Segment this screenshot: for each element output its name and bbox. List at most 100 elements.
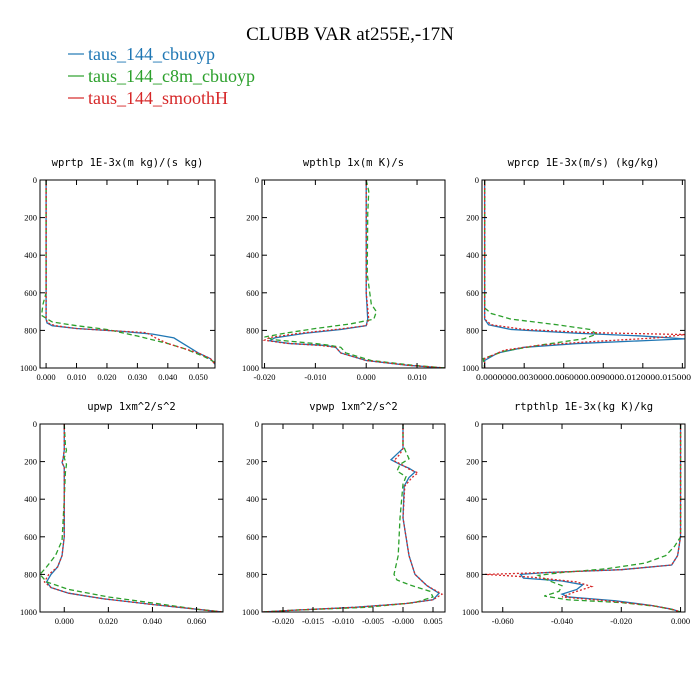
series-line-taus-144-smoothh	[262, 424, 444, 612]
panel-wprtp: wprtp 1E-3x(m kg)/(s kg) 0 200 400 600 800 100…	[20, 157, 216, 382]
x-tick-label: -0.010	[332, 616, 354, 626]
series-line-taus-144-cbuoyp	[45, 424, 223, 612]
y-tick-label: 800	[246, 569, 259, 579]
panel-rtpthlp: rtpthlp 1E-3x(kg K)/kg 0 200 400 600 800 1000 -…	[462, 401, 690, 626]
y-tick-label: 400	[24, 250, 37, 260]
plot-frame	[39, 179, 216, 369]
y-tick-label: 1000	[462, 363, 479, 373]
series-line-taus-144-c8m-cbuoyp	[264, 180, 445, 368]
y-tick-label: 400	[466, 494, 479, 504]
y-tick-label: 600	[246, 288, 259, 298]
panel-upwp: upwp 1xm^2/s^2 0 200 400 600 800 1000 0.000 0.02…	[20, 401, 224, 626]
legend-label: taus_144_cbuoyp	[88, 44, 215, 64]
x-tick-label: -0.020	[272, 616, 294, 626]
series-line-taus-144-cbuoyp	[262, 424, 441, 612]
plot-frame	[261, 423, 446, 613]
series-line-taus-144-cbuoyp	[483, 180, 685, 368]
y-tick-label: 0	[475, 175, 479, 185]
y-tick-label: 200	[246, 457, 259, 467]
x-tick-label: 0.010	[67, 372, 86, 382]
x-tick-label: 0.040	[158, 372, 177, 382]
y-tick-label: 200	[466, 457, 479, 467]
y-tick-label: 200	[246, 213, 259, 223]
x-tick-label: 0.020	[99, 616, 118, 626]
y-tick-label: 200	[466, 213, 479, 223]
series-line-taus-144-c8m-cbuoyp	[40, 180, 215, 363]
y-tick-label: 200	[24, 457, 37, 467]
x-tick-label: 0.000	[55, 616, 74, 626]
plot-frame	[481, 423, 686, 613]
series-line-taus-144-smoothh	[484, 424, 682, 612]
y-tick-label: 1000	[242, 607, 259, 617]
y-tick-label: 0	[255, 419, 259, 429]
y-tick-label: 0	[475, 419, 479, 429]
series-line-taus-144-smoothh	[43, 424, 223, 612]
x-tick-label: 0.000	[671, 616, 690, 626]
x-tick-label: 0.060	[187, 616, 206, 626]
x-tick-label: 0.020	[97, 372, 116, 382]
y-tick-label: 1000	[462, 607, 479, 617]
y-tick-label: 800	[466, 325, 479, 335]
y-tick-label: 0	[33, 175, 37, 185]
x-tick-label: 0.010	[407, 372, 426, 382]
legend-item-cbuoyp: taus_144_cbuoyp	[68, 44, 215, 64]
y-tick-label: 1000	[20, 607, 37, 617]
y-tick-label: 600	[246, 532, 259, 542]
y-tick-label: 400	[246, 494, 259, 504]
y-tick-label: 400	[466, 250, 479, 260]
y-tick-label: 600	[24, 532, 37, 542]
legend-item-c8m-cbuoyp: taus_144_c8m_cbuoyp	[68, 66, 255, 86]
series-line-taus-144-c8m-cbuoyp	[40, 424, 223, 612]
series-line-taus-144-cbuoyp	[267, 180, 445, 368]
series-line-taus-144-c8m-cbuoyp	[482, 180, 599, 368]
figure-title: CLUBB VAR at255E,-17N	[246, 24, 454, 45]
panel-wpthlp: wpthlp 1x(m K)/s 0 200 400 600 800 1000-0.020 -…	[242, 157, 446, 382]
x-tick-label: -0.005	[362, 616, 384, 626]
panel-title: rtpthlp 1E-3x(kg K)/kg	[514, 401, 653, 413]
series-line-taus-144-smoothh	[262, 180, 445, 368]
x-tick-label: 0.040	[143, 616, 162, 626]
plot-frame	[481, 179, 686, 369]
y-tick-label: 800	[246, 325, 259, 335]
series-line-taus-144-c8m-cbuoyp	[536, 424, 682, 612]
y-tick-label: 400	[24, 494, 37, 504]
y-tick-label: 1000	[242, 363, 259, 373]
plot-frame	[261, 179, 446, 369]
y-tick-label: 400	[246, 250, 259, 260]
x-tick-label: 0.050	[189, 372, 208, 382]
panel-title: upwp 1xm^2/s^2	[87, 401, 176, 413]
x-tick-label: -0.040	[551, 616, 573, 626]
x-tick-label: -0.020	[610, 616, 632, 626]
panel-wprcp: wprcp 1E-3x(m/s) (kg/kg) 0 200 400 600 800 100…	[462, 157, 691, 382]
y-tick-label: 800	[24, 569, 37, 579]
x-tick-label: -0.010	[304, 372, 326, 382]
legend-label: taus_144_c8m_cbuoyp	[88, 66, 255, 86]
panel-title: wprcp 1E-3x(m/s) (kg/kg)	[508, 157, 660, 169]
x-tick-label: 0.005	[423, 616, 442, 626]
x-tick-label: 0.030	[128, 372, 147, 382]
panel-title: wprtp 1E-3x(m kg)/(s kg)	[52, 157, 204, 169]
series-line-taus-144-smoothh	[45, 180, 215, 365]
x-tick-label: -0.000	[392, 616, 414, 626]
series-line-taus-144-c8m-cbuoyp	[262, 424, 434, 612]
panel-vpwp: vpwp 1xm^2/s^2 0 200 400 600 800 1000 -0.020 -0.…	[242, 401, 446, 626]
series-line-taus-144-cbuoyp	[45, 180, 215, 365]
panel-title: wpthlp 1x(m K)/s	[303, 157, 404, 169]
x-tick-label: 0.000	[37, 372, 56, 382]
y-tick-label: 0	[255, 175, 259, 185]
x-tick-label: -0.020	[254, 372, 276, 382]
x-tick-labels-concatenated: 0.0000000.0030000.0060000.0090000.012000…	[476, 372, 691, 382]
legend-item-smoothh: taus_144_smoothH	[68, 88, 228, 108]
y-tick-label: 600	[466, 532, 479, 542]
series-line-taus-144-smoothh	[483, 180, 685, 368]
legend-label: taus_144_smoothH	[88, 88, 228, 108]
y-tick-label: 1000	[20, 363, 37, 373]
y-tick-label: 200	[24, 213, 37, 223]
series-line-taus-144-cbuoyp	[519, 424, 682, 612]
y-tick-label: 800	[466, 569, 479, 579]
y-tick-label: 600	[24, 288, 37, 298]
y-tick-label: 600	[466, 288, 479, 298]
y-tick-label: 800	[24, 325, 37, 335]
x-tick-label: -0.060	[492, 616, 514, 626]
